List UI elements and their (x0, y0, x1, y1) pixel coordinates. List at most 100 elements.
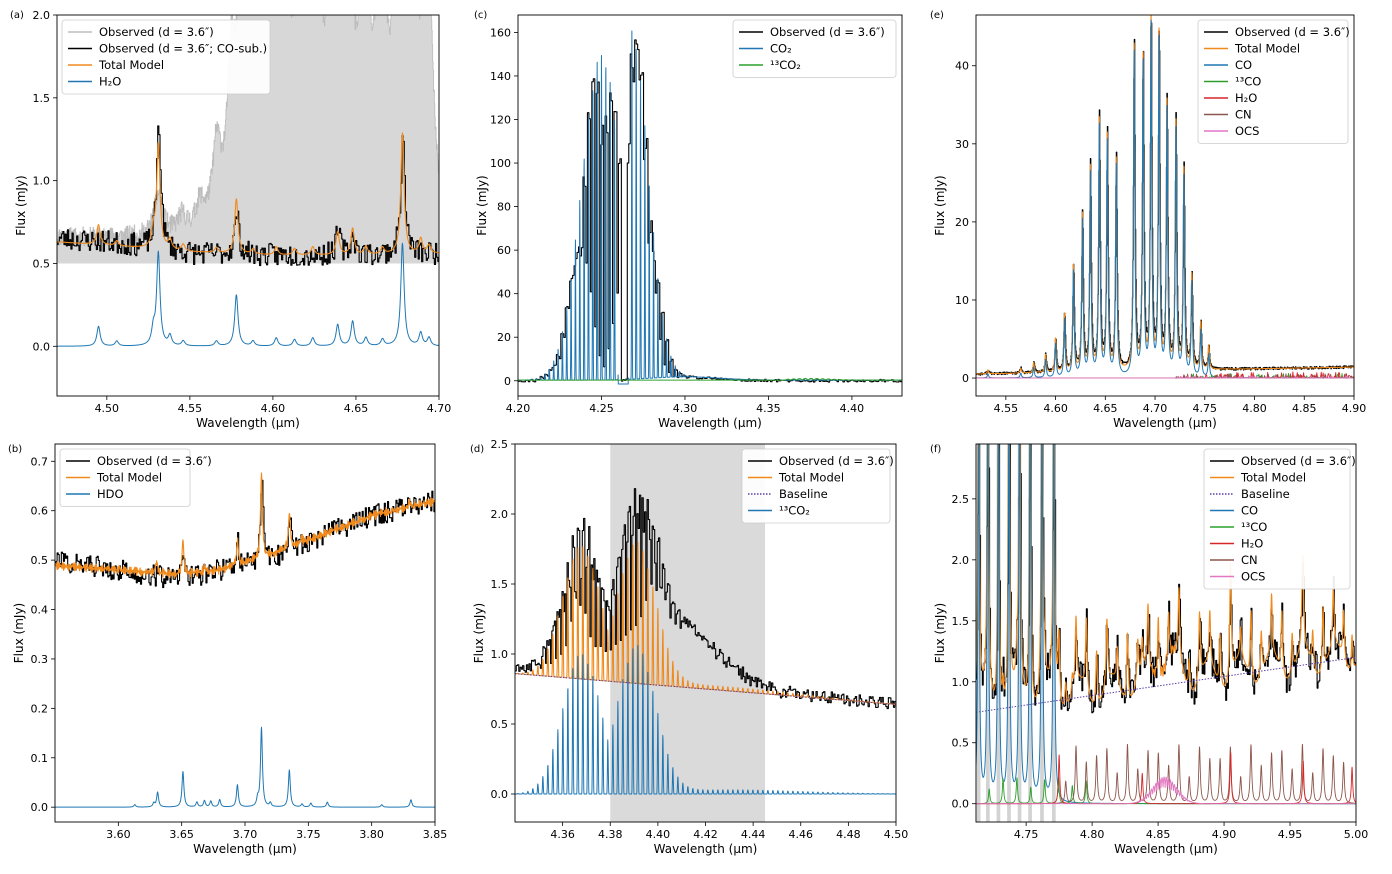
y-axis-label: Flux (mJy) (14, 175, 28, 235)
13co-line (976, 776, 1356, 805)
y-tick-label: 0.0 (952, 798, 970, 811)
x-tick-label: 3.85 (423, 828, 448, 841)
legend-entry: Total Model (1234, 42, 1300, 56)
observed-co-sub-line (57, 125, 439, 267)
y-tick-label: 2.5 (491, 438, 509, 451)
y-tick-label: 40 (955, 60, 969, 73)
legend-box (741, 448, 891, 524)
x-axis-label: Wavelength (μm) (1113, 416, 1217, 430)
legend-entry: Total Model (98, 58, 164, 72)
y-axis-label: Flux (mJy) (933, 603, 947, 663)
legend-box (1197, 19, 1349, 144)
y-tick-label: 2.0 (33, 9, 51, 22)
x-tick-label: 4.85 (1146, 828, 1171, 841)
masked-line-region (1052, 444, 1056, 822)
masked-line-region (1040, 444, 1044, 822)
y-tick-label: 0.2 (31, 702, 49, 715)
x-tick-label: 4.80 (1242, 402, 1267, 415)
y-tick-label: 10 (955, 294, 969, 307)
y-tick-label: 40 (497, 288, 511, 301)
legend-entry: ¹³CO (1241, 520, 1267, 534)
y-tick-label: 1.0 (491, 648, 509, 661)
y-tick-label: 1.0 (33, 175, 51, 188)
legend-entry: ¹³CO₂ (770, 58, 801, 72)
x-tick-label: 4.44 (741, 828, 766, 841)
legend-entry: Observed (d = 3.6″) (770, 25, 885, 39)
legend-entry: Observed (d = 3.6″) (99, 25, 214, 39)
x-axis-label: Wavelength (μm) (1114, 842, 1218, 856)
panel-label: (b) (8, 444, 22, 455)
y-tick-label: 0.1 (31, 752, 49, 765)
x-tick-label: 4.48 (836, 828, 861, 841)
x-tick-label: 4.55 (178, 402, 203, 415)
legend-entry: OCS (1241, 570, 1265, 584)
13co2-line (515, 645, 896, 795)
y-tick-label: 0.5 (33, 257, 51, 270)
y-tick-label: 0.6 (31, 505, 49, 518)
y-tick-label: 0.4 (31, 604, 49, 617)
x-tick-label: 3.70 (233, 828, 258, 841)
panel-label: (f) (930, 444, 941, 455)
masked-line-region (1028, 444, 1032, 822)
legend-entry: Total Model (778, 471, 844, 485)
y-tick-label: 120 (490, 114, 511, 127)
legend-entry: CN (1235, 108, 1252, 122)
x-tick-label: 4.65 (1093, 402, 1118, 415)
ocs-line (976, 776, 1356, 805)
y-tick-label: 30 (955, 138, 969, 151)
legend-entry: H₂O (1241, 537, 1263, 551)
legend-entry: H₂O (1235, 91, 1257, 105)
y-tick-label: 60 (497, 244, 511, 257)
plot-frame (975, 14, 1355, 397)
legend-entry: Observed (d = 3.6″) (779, 454, 894, 468)
y-tick-label: 0.5 (952, 737, 970, 750)
y-tick-label: 1.5 (491, 578, 509, 591)
legend-entry: Baseline (779, 487, 828, 501)
x-tick-label: 4.80 (1080, 828, 1105, 841)
x-tick-label: 4.90 (1342, 402, 1367, 415)
y-tick-label: 20 (497, 331, 511, 344)
legend-box (732, 19, 897, 78)
x-tick-label: 3.75 (296, 828, 321, 841)
x-tick-label: 4.70 (1143, 402, 1168, 415)
x-tick-label: 4.40 (646, 828, 671, 841)
y-tick-label: 2.0 (491, 508, 509, 521)
legend-entry: ¹³CO₂ (779, 504, 810, 518)
y-tick-label: 2.5 (952, 493, 970, 506)
co2-line (518, 30, 902, 385)
panel-label: (c) (474, 10, 487, 21)
x-axis-label: Wavelength (μm) (193, 842, 297, 856)
baseline-line (976, 656, 1356, 713)
x-tick-label: 4.20 (506, 402, 531, 415)
legend-entry: Observed (d = 3.6″) (1235, 25, 1350, 39)
x-axis-label: Wavelength (μm) (658, 416, 762, 430)
x-tick-label: 4.85 (1292, 402, 1317, 415)
legend-entry: OCS (1235, 124, 1259, 138)
legend-entry: Baseline (1241, 487, 1290, 501)
masked-line-region (1017, 444, 1022, 822)
x-tick-label: 4.50 (95, 402, 120, 415)
legend: Observed (d = 3.6″) Total Model HDO (59, 448, 212, 507)
legend-box (61, 19, 271, 95)
legend: Observed (d = 3.6″) Total Model Baseline ¹³… (741, 448, 894, 524)
panel-e: 4.55 4.60 4.65 4.70 4.75 4.80 4.85 4.90 0 10 20 30 4… (930, 10, 1366, 430)
y-tick-label: 80 (497, 201, 511, 214)
legend-entry: Observed (d = 3.6″; CO-sub.) (99, 42, 267, 56)
panel-label: (e) (930, 10, 944, 21)
y-tick-label: 0.3 (31, 653, 49, 666)
observed-gray-area (57, 15, 439, 264)
x-tick-label: 4.25 (589, 402, 614, 415)
panel-a: 4.50 4.55 4.60 4.65 4.70 0.0 0.5 1.0 1.5 2.0 Wavel… (10, 9, 451, 430)
y-tick-label: 0.7 (31, 455, 49, 468)
plot-frame (56, 14, 440, 397)
x-tick-label: 4.40 (840, 402, 865, 415)
x-tick-label: 4.75 (1193, 402, 1218, 415)
legend: Observed (d = 3.6″) CO₂ ¹³CO₂ (732, 19, 897, 78)
y-tick-label: 20 (955, 216, 969, 229)
x-tick-label: 4.42 (693, 828, 718, 841)
masked-line-region (976, 444, 981, 822)
legend-box (1203, 448, 1351, 590)
legend-entry: HDO (97, 487, 124, 501)
y-axis-label: Flux (mJy) (12, 603, 26, 663)
